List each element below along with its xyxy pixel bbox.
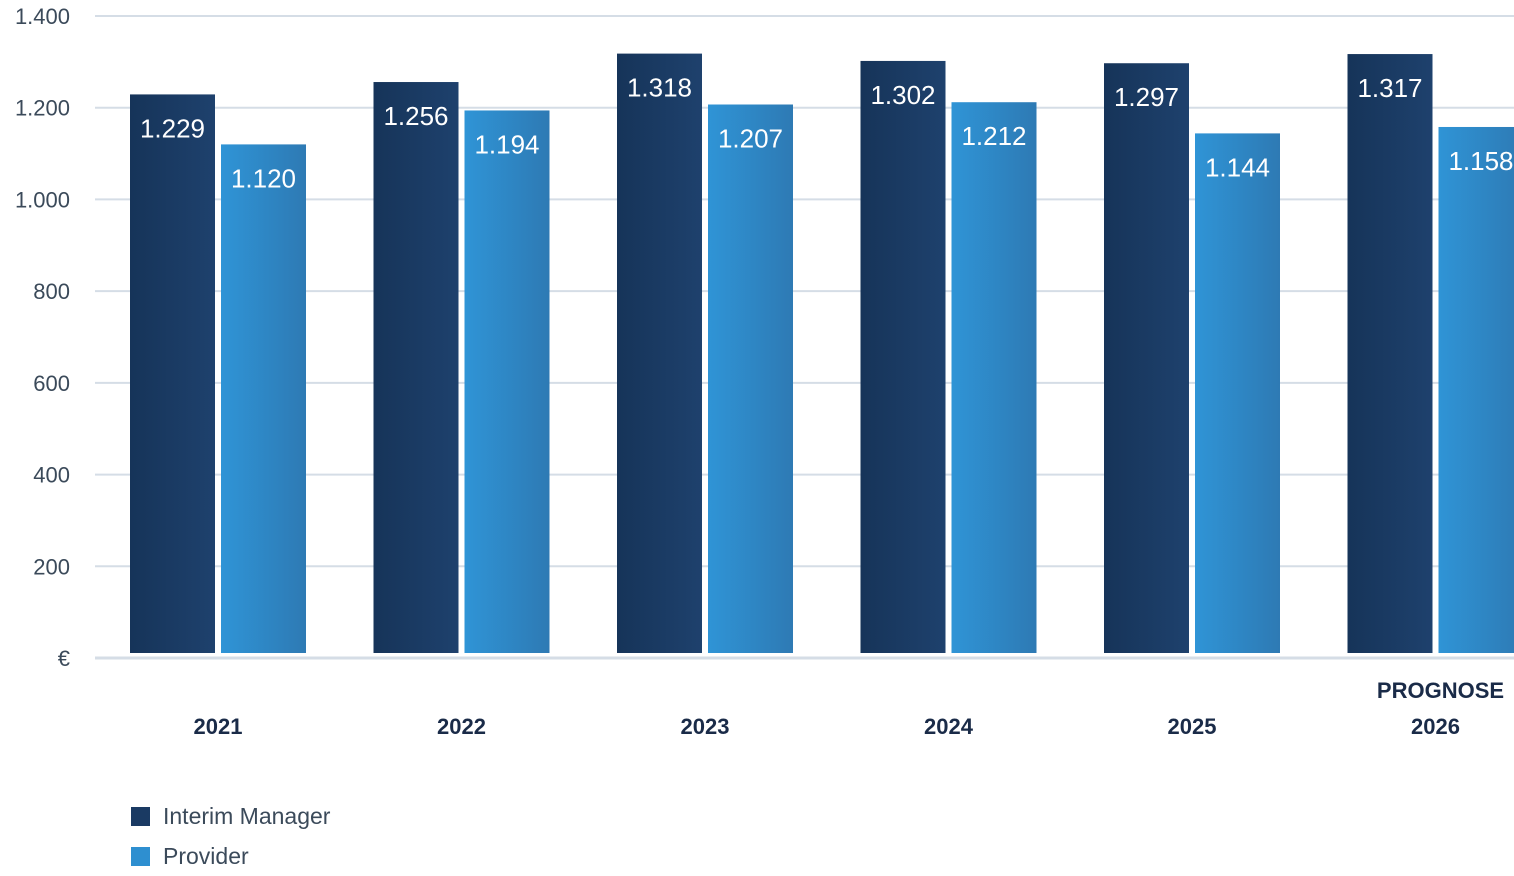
bar-interim-manager — [1348, 54, 1433, 653]
x-category-label: 2024 — [924, 714, 974, 739]
y-tick-label: € — [58, 646, 70, 671]
bars: 1.229 1.120 1.256 1.194 1.318 1.207 1.302 1.212… — [130, 54, 1514, 653]
y-axis-ticks: €200 400 600 800 1.000 1.200 1.400 — [15, 4, 70, 671]
bar-provider — [221, 144, 306, 653]
y-tick-label: 1.000 — [15, 187, 70, 212]
x-category-label: 2022 — [437, 714, 486, 739]
bar-value-label: 1.229 — [140, 113, 205, 143]
legend-swatch-provider — [131, 847, 150, 866]
bar-provider — [465, 110, 550, 653]
y-tick-label: 1.200 — [15, 96, 70, 121]
bar-value-label: 1.256 — [383, 101, 448, 131]
bar-value-label: 1.194 — [474, 129, 539, 159]
x-category-prefix: PROGNOSE — [1377, 678, 1504, 703]
bar-provider — [1439, 127, 1514, 653]
x-axis-categories: 2021 2022 2023 2024 2025 PROGNOSE 2026 — [194, 678, 1505, 739]
bar-value-label: 1.302 — [870, 80, 935, 110]
bar-interim-manager — [374, 82, 459, 653]
bar-value-label: 1.318 — [627, 73, 692, 103]
x-category-label: 2021 — [194, 714, 243, 739]
bar-provider — [708, 105, 793, 653]
legend-item-provider: Provider — [131, 836, 330, 876]
y-tick-label: 1.400 — [15, 4, 70, 29]
gridlines — [95, 16, 1514, 658]
x-category-label: 2025 — [1168, 714, 1217, 739]
legend-swatch-interim-manager — [131, 807, 150, 826]
bar-interim-manager — [1104, 63, 1189, 653]
bar-interim-manager — [861, 61, 946, 653]
bar-value-label: 1.317 — [1357, 73, 1422, 103]
bar-provider — [952, 102, 1037, 653]
y-tick-label: 600 — [33, 371, 70, 396]
bar-value-label: 1.120 — [231, 163, 296, 193]
y-tick-label: 400 — [33, 463, 70, 488]
x-category-label: 2026 — [1411, 714, 1460, 739]
bar-value-label: 1.297 — [1114, 82, 1179, 112]
x-category-label: 2023 — [681, 714, 730, 739]
legend: Interim Manager Provider — [131, 796, 330, 876]
y-tick-label: 200 — [33, 554, 70, 579]
bar-value-label: 1.158 — [1448, 146, 1513, 176]
bar-value-label: 1.212 — [961, 121, 1026, 151]
legend-item-interim-manager: Interim Manager — [131, 796, 330, 836]
y-tick-label: 800 — [33, 279, 70, 304]
bar-provider — [1195, 133, 1280, 653]
bar-value-label: 1.144 — [1205, 152, 1270, 182]
bar-interim-manager — [617, 54, 702, 653]
legend-label-interim-manager: Interim Manager — [163, 803, 330, 830]
bar-value-label: 1.207 — [718, 124, 783, 154]
legend-label-provider: Provider — [163, 843, 249, 870]
bar-interim-manager — [130, 94, 215, 653]
